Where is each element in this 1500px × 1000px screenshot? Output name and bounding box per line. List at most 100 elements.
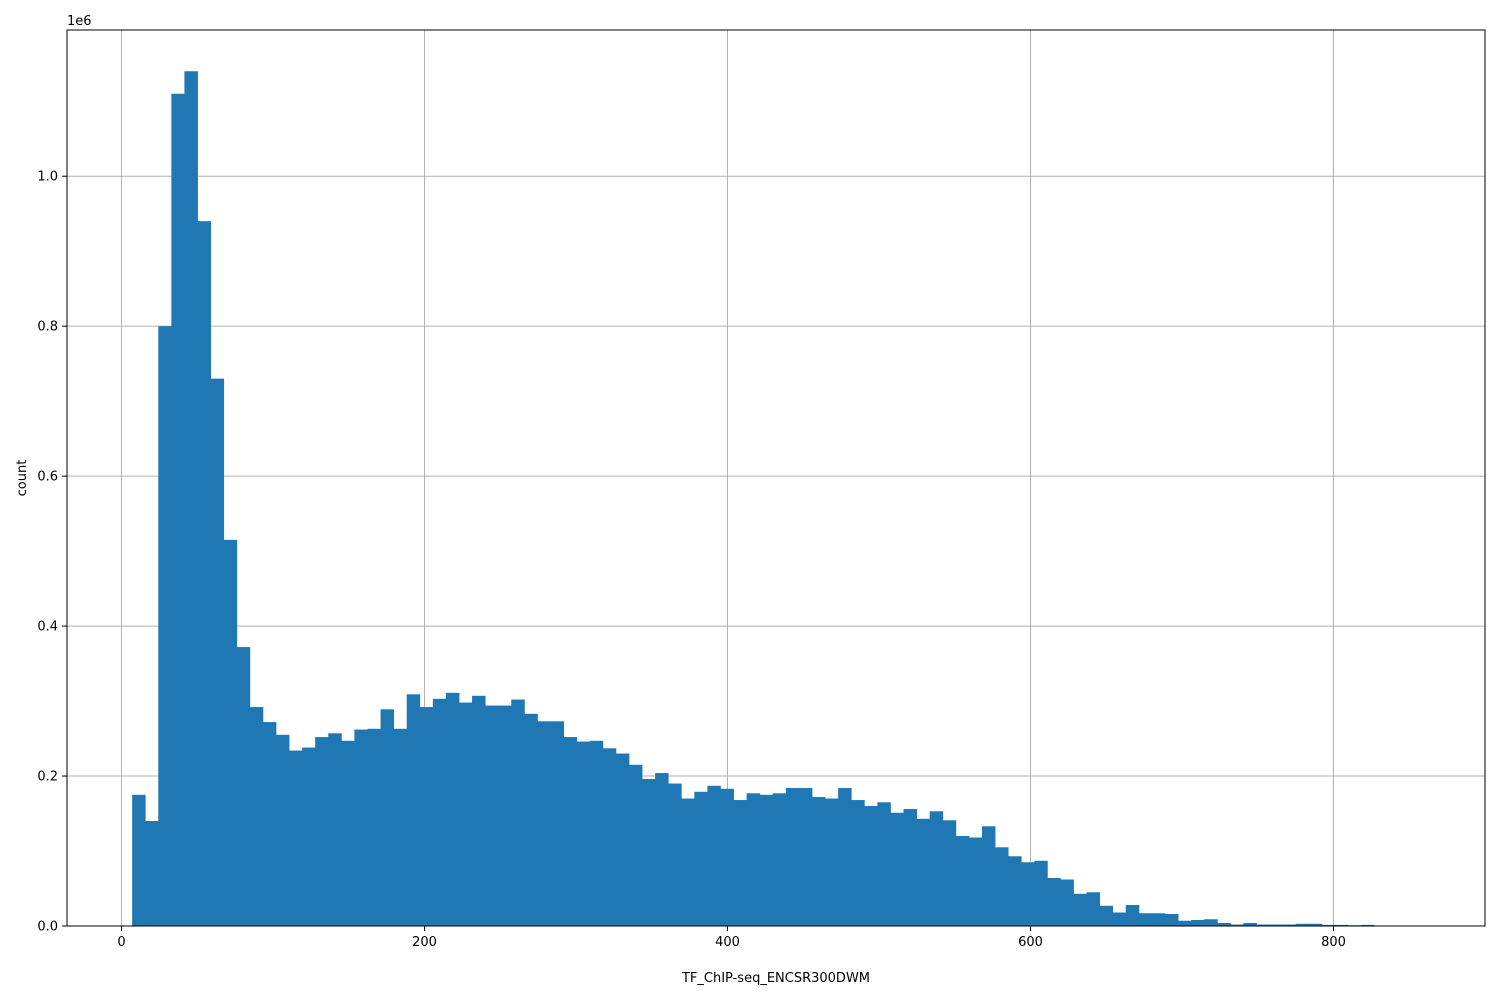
histogram-bar xyxy=(524,713,538,926)
histogram-bar xyxy=(210,378,225,926)
histogram-bar xyxy=(236,647,251,926)
histogram-bar xyxy=(1060,879,1074,926)
histogram-bar xyxy=(1282,924,1297,926)
histogram-bar xyxy=(1164,914,1179,926)
histogram-bar xyxy=(903,809,917,926)
histogram-bar xyxy=(1008,856,1022,926)
histogram-bar xyxy=(628,764,643,926)
histogram-bar xyxy=(890,812,904,926)
y-tick-label: 0.4 xyxy=(37,620,58,635)
histogram-bar xyxy=(1321,924,1336,926)
histogram-bar xyxy=(1047,878,1061,926)
histogram-bar xyxy=(746,793,761,926)
histogram-bar xyxy=(563,737,578,926)
histogram-bar xyxy=(968,837,983,926)
histogram-bar xyxy=(249,707,264,926)
histogram-bar xyxy=(929,811,944,926)
histogram-bar xyxy=(275,734,290,926)
histogram-bar xyxy=(798,788,813,926)
histogram-bar xyxy=(184,71,198,926)
y-offset-label: 1e6 xyxy=(67,14,92,29)
histogram-bar xyxy=(485,705,499,926)
histogram-bar xyxy=(707,785,721,926)
histogram-bar xyxy=(158,326,172,926)
histogram-bar xyxy=(1191,920,1205,926)
histogram-bar xyxy=(681,798,695,926)
histogram-bar xyxy=(302,747,316,926)
histogram-bar xyxy=(1256,924,1270,926)
x-axis-label: TF_ChIP-seq_ENCSR300DWM xyxy=(681,971,870,986)
histogram-bar xyxy=(406,694,421,926)
histogram-bar xyxy=(537,721,551,926)
histogram-bar xyxy=(472,695,486,926)
histogram-bar xyxy=(171,93,185,926)
histogram-bar xyxy=(772,793,787,926)
histogram-bar xyxy=(785,788,800,926)
y-tick-label: 0.8 xyxy=(37,320,58,335)
histogram-bar xyxy=(825,798,839,926)
histogram-bar xyxy=(589,740,604,926)
histogram-bar xyxy=(694,791,708,926)
histogram-bar xyxy=(864,806,878,926)
histogram-bar xyxy=(1204,919,1218,926)
histogram-bar xyxy=(811,797,826,926)
histogram-bar xyxy=(550,721,564,926)
histogram-bar xyxy=(720,788,734,926)
histogram-bar xyxy=(1361,924,1375,926)
histogram-bar xyxy=(995,847,1009,926)
x-tick-label: 400 xyxy=(715,935,740,950)
y-tick-label: 1.0 xyxy=(37,170,58,185)
y-axis-label: count xyxy=(15,460,30,497)
histogram-bar xyxy=(1334,924,1349,926)
histogram-bar xyxy=(1308,923,1323,926)
histogram-bar xyxy=(602,748,617,926)
histogram-bar xyxy=(838,788,852,926)
y-tick-label: 0.0 xyxy=(37,920,58,935)
histogram-bar xyxy=(511,699,525,926)
histogram-bar xyxy=(576,741,591,926)
histogram-bar xyxy=(1073,893,1087,926)
histogram-bar xyxy=(1295,923,1310,926)
plot-frame xyxy=(66,29,1486,927)
histogram-bar xyxy=(432,698,447,926)
histogram-bar xyxy=(877,802,891,926)
histogram-bar xyxy=(445,692,460,926)
histogram-bar xyxy=(668,783,682,926)
histogram-bar xyxy=(1086,892,1101,926)
histogram-bar xyxy=(393,728,408,926)
histogram-bar xyxy=(1112,912,1127,926)
histogram-bar xyxy=(1217,923,1231,926)
x-axis-ticks: 0 200 400 600 800 xyxy=(117,926,1346,950)
histogram-bar xyxy=(289,750,303,926)
histogram-bar xyxy=(642,779,656,926)
histogram-bar xyxy=(851,800,865,926)
x-tick-label: 200 xyxy=(412,935,437,950)
histogram-bar xyxy=(197,221,211,926)
histogram-bar xyxy=(367,728,381,926)
histogram-bar xyxy=(615,753,630,926)
histogram-bar xyxy=(1021,862,1035,926)
histogram-bar xyxy=(916,818,931,926)
histogram-bar xyxy=(145,821,159,926)
histogram-bar xyxy=(1138,913,1153,926)
histogram-bar xyxy=(328,733,342,926)
histogram-bar xyxy=(1178,920,1192,926)
x-tick-label: 800 xyxy=(1321,935,1346,950)
y-tick-label: 0.6 xyxy=(37,470,58,485)
y-tick-label: 0.2 xyxy=(37,770,58,785)
histogram-bar xyxy=(132,794,146,926)
x-tick-label: 0 xyxy=(117,935,125,950)
histogram-bar xyxy=(380,709,395,926)
histogram-bar xyxy=(1151,913,1166,926)
histogram-bar xyxy=(498,705,512,926)
y-axis-ticks: 0.0 0.2 0.4 0.6 0.8 1.0 xyxy=(37,170,67,935)
histogram-bar xyxy=(458,702,473,926)
histogram-bar xyxy=(262,722,277,926)
histogram-bar xyxy=(354,729,368,926)
histogram-bar xyxy=(1125,905,1140,926)
histogram-bar xyxy=(981,826,996,926)
histogram-bar xyxy=(759,794,774,926)
histogram-bar xyxy=(1099,905,1114,926)
histogram-bar xyxy=(1243,923,1257,926)
